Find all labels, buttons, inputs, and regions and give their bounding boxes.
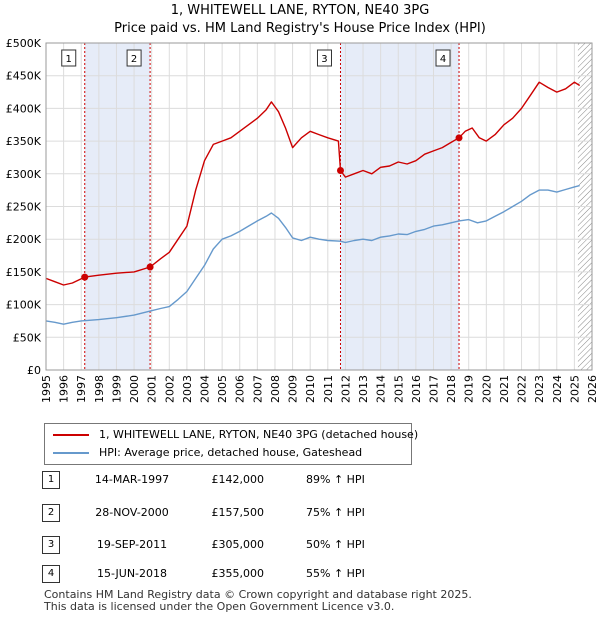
y-tick-label: £400K (6, 102, 42, 115)
x-tick-label: 2025 (568, 375, 581, 403)
x-tick-label: 2003 (181, 375, 194, 403)
row-hpi: 55% ↑ HPI (306, 567, 365, 580)
x-tick-label: 2002 (163, 375, 176, 403)
x-tick-label: 2017 (427, 375, 440, 403)
sale-number-label: 1 (66, 54, 72, 65)
x-tick-label: 2006 (234, 375, 247, 403)
y-tick-label: £250K (6, 201, 42, 214)
x-tick-label: 2024 (551, 375, 564, 403)
row-price: £157,500 (211, 506, 265, 519)
row-number-badge: 1 (42, 471, 60, 489)
row-hpi: 89% ↑ HPI (306, 473, 365, 486)
row-date: 15-JUN-2018 (96, 567, 168, 580)
row-date: 14-MAR-1997 (94, 473, 170, 486)
x-tick-label: 2023 (533, 375, 546, 403)
title-line-1: 1, WHITEWELL LANE, RYTON, NE40 3PG (170, 3, 430, 18)
x-tick-label: 2000 (128, 375, 141, 403)
table-row: 3 19-SEP-2011 £305,000 50% ↑ HPI (0, 535, 600, 555)
y-tick-label: £200K (6, 233, 42, 246)
y-tick-label: £100K (6, 299, 42, 312)
legend-label-property: 1, WHITEWELL LANE, RYTON, NE40 3PG (deta… (99, 428, 419, 441)
x-tick-label: 1996 (58, 375, 71, 403)
x-tick-label: 2019 (463, 375, 476, 403)
sale-number-box (126, 49, 142, 67)
sale-point (336, 167, 344, 175)
sale-number-label: 3 (321, 54, 327, 65)
sale-point (81, 273, 89, 281)
y-tick-label: £350K (6, 135, 42, 148)
table-row: 4 15-JUN-2018 £355,000 55% ↑ HPI (0, 564, 600, 584)
hpi-series-line (45, 184, 580, 325)
sale-number-box (435, 49, 451, 67)
row-number-badge: 2 (42, 504, 60, 522)
row-price: £142,000 (211, 473, 265, 486)
y-tick-label: £300K (6, 168, 42, 181)
title-line-2: Price paid vs. HM Land Registry's House … (114, 21, 486, 36)
x-tick-label: 2008 (269, 375, 282, 403)
x-tick-label: 2005 (216, 375, 229, 403)
row-hpi: 75% ↑ HPI (306, 506, 365, 519)
sale-number-label: 2 (131, 54, 137, 65)
row-date: 28-NOV-2000 (95, 506, 169, 519)
price-chart: £0 £50K £100K £150K £200K £250K £300K £350K £400… (6, 37, 599, 403)
chart-title: 1, WHITEWELL LANE, RYTON, NE40 3PG Price… (0, 2, 600, 38)
legend-swatch-property (53, 434, 89, 436)
x-tick-label: 1998 (93, 375, 106, 403)
x-tick-label: 2010 (304, 375, 317, 403)
x-tick-label: 1995 (40, 375, 53, 403)
plot-frame (45, 42, 593, 371)
x-tick-label: 2026 (586, 375, 599, 403)
legend-label-hpi: HPI: Average price, detached house, Gate… (99, 446, 363, 459)
x-tick-label: 2021 (498, 375, 511, 403)
y-tick-label: £500K (6, 37, 42, 50)
x-tick-label: 2009 (287, 375, 300, 403)
y-tick-label: £450K (6, 70, 42, 83)
sale-point (455, 134, 463, 142)
x-tick-label: 2015 (392, 375, 405, 403)
y-tick-label: £50K (13, 331, 42, 344)
x-tick-label: 1997 (75, 375, 88, 403)
chart-legend: 1, WHITEWELL LANE, RYTON, NE40 3PG (deta… (44, 423, 418, 465)
x-tick-label: 1999 (110, 375, 123, 403)
x-tick-label: 2018 (445, 375, 458, 403)
sale-number-box (61, 49, 77, 67)
x-tick-label: 2001 (146, 375, 159, 403)
x-tick-label: 2013 (357, 375, 370, 403)
row-date: 19-SEP-2011 (96, 538, 168, 551)
row-number-badge: 4 (42, 565, 60, 583)
sale-number-label: 4 (440, 54, 446, 65)
sale-point (146, 263, 154, 271)
y-tick-label: £150K (6, 266, 42, 279)
footer-attribution: Contains HM Land Registry data © Crown c… (44, 588, 472, 613)
sale-number-box (316, 49, 332, 67)
x-tick-label: 2012 (339, 375, 352, 403)
x-tick-label: 2004 (199, 375, 212, 403)
y-tick-label: £0 (27, 364, 41, 377)
property-series-line (45, 81, 581, 286)
x-tick-label: 2014 (375, 375, 388, 403)
x-tick-label: 2011 (322, 375, 335, 403)
row-price: £305,000 (211, 538, 265, 551)
x-tick-label: 2020 (480, 375, 493, 403)
row-price: £355,000 (211, 567, 265, 580)
x-tick-label: 2016 (410, 375, 423, 403)
table-row: 1 14-MAR-1997 £142,000 89% ↑ HPI (0, 470, 600, 490)
row-number-badge: 3 (42, 536, 60, 554)
table-row: 2 28-NOV-2000 £157,500 75% ↑ HPI (0, 503, 600, 523)
row-hpi: 50% ↑ HPI (306, 538, 365, 551)
x-tick-label: 2007 (251, 375, 264, 403)
legend-swatch-hpi (53, 452, 89, 454)
x-tick-label: 2022 (516, 375, 529, 403)
